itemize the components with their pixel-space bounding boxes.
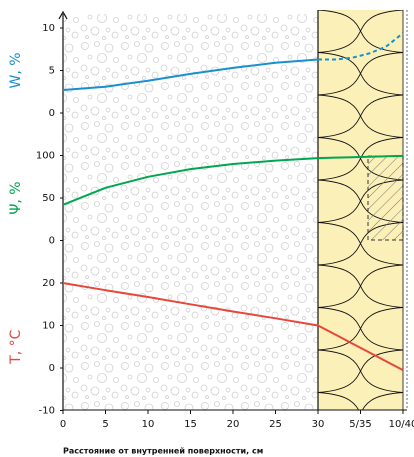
x-tick-label: 10/40: [389, 419, 414, 430]
y-tick-label: 0: [49, 236, 55, 247]
axis-arrow: [58, 10, 68, 20]
y-tick-label: 20: [42, 278, 55, 289]
y-tick-label: 100: [36, 151, 55, 162]
y-tick-label: 50: [42, 193, 55, 204]
y-axis-label: Ψ, %: [8, 181, 24, 214]
y-tick-label: 10: [42, 321, 55, 332]
y-tick-label: 10: [42, 23, 55, 34]
x-tick-label: 15: [184, 419, 197, 430]
x-tick-label: 5: [102, 419, 108, 430]
y-tick-label: 0: [49, 108, 55, 119]
x-tick-label: 30: [312, 419, 325, 430]
x-tick-label: 25: [269, 419, 282, 430]
x-tick-label: 10: [142, 419, 155, 430]
y-axis-label: W, %: [8, 52, 24, 88]
x-tick-label: 20: [227, 419, 240, 430]
y-axis-label: T, °C: [8, 329, 24, 364]
y-tick-label: -10: [39, 406, 55, 417]
data-line: [62, 58, 319, 91]
x-tick-label: 0: [60, 419, 66, 430]
y-tick-label: 5: [49, 66, 55, 77]
data-line: [318, 32, 404, 61]
condensation-zone: [367, 155, 404, 241]
x-tick-label: 5/35: [349, 419, 371, 430]
concrete-layer: [63, 14, 318, 410]
data-line: [62, 154, 404, 206]
data-line: [62, 282, 404, 371]
x-axis-label: Расстояние от внутренней поверхности, см: [63, 447, 263, 456]
y-tick-label: 0: [49, 363, 55, 374]
